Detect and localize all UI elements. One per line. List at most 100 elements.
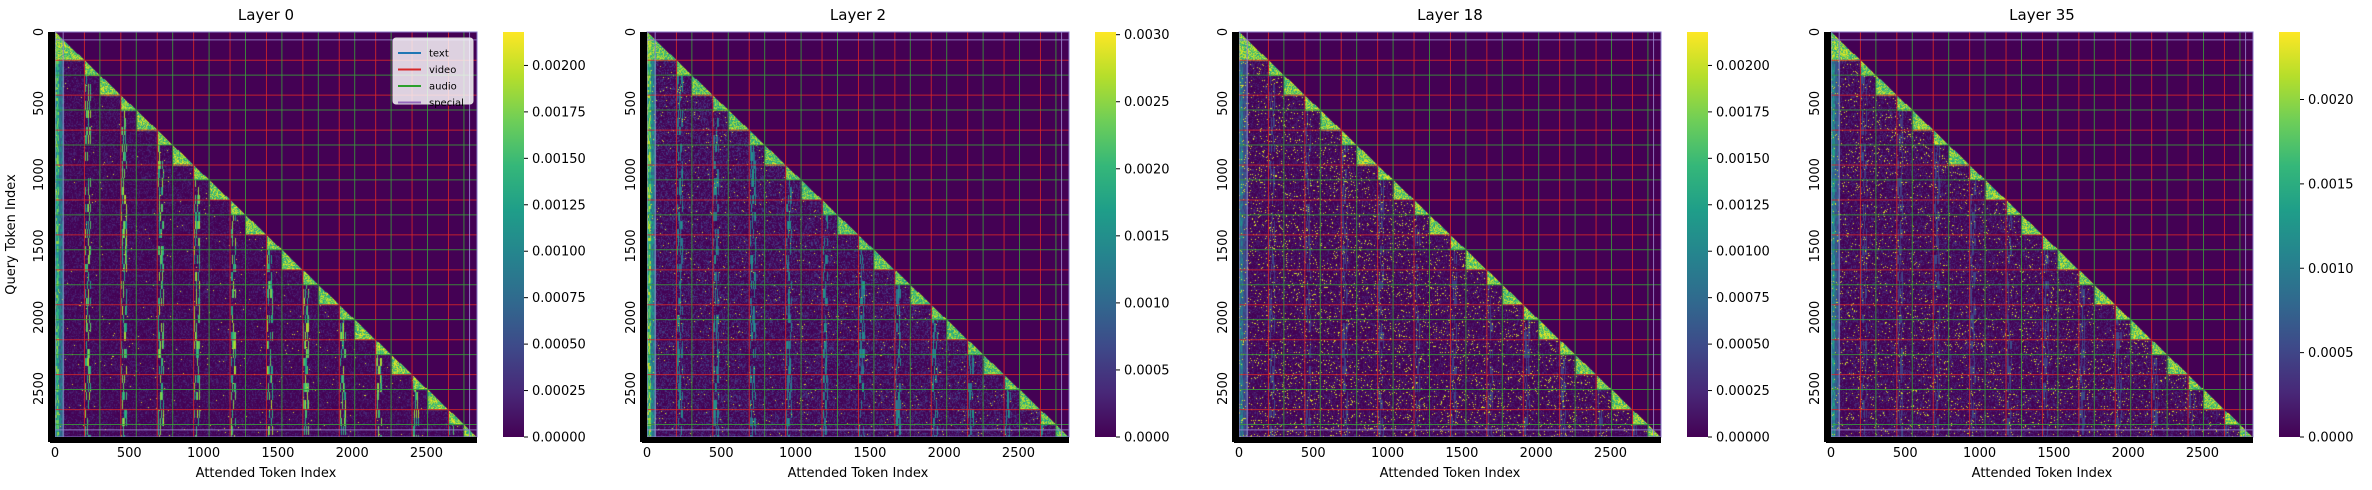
x-tick-label: 0 xyxy=(643,446,651,461)
legend-label: text xyxy=(429,49,449,60)
y-tick-label: 0 xyxy=(624,28,639,36)
colorbar-tick-label: 0.00100 xyxy=(532,245,586,260)
colorbar xyxy=(503,32,524,437)
x-tick-label: 1500 xyxy=(2037,446,2070,461)
y-tick-label: 2500 xyxy=(32,372,47,405)
colorbar-tick-label: 0.0000 xyxy=(1124,431,1170,446)
colorbar-tick-label: 0.00200 xyxy=(1716,59,1770,74)
y-axis-tick-strip xyxy=(640,32,647,442)
x-tick-label: 500 xyxy=(1301,446,1326,461)
y-tick-label: 500 xyxy=(1808,91,1823,116)
y-tick-label: 0 xyxy=(1808,28,1823,36)
x-tick-label: 1000 xyxy=(1371,446,1404,461)
x-tick-label: 2000 xyxy=(1520,446,1553,461)
x-axis-label: Attended Token Index xyxy=(1380,466,1521,481)
y-tick-label: 1000 xyxy=(624,158,639,191)
x-tick-label: 1000 xyxy=(1963,446,1996,461)
colorbar-tick-label: 0.0015 xyxy=(1124,229,1170,244)
x-tick-label: 2500 xyxy=(1594,446,1627,461)
x-tick-label: 2000 xyxy=(928,446,961,461)
y-tick-label: 1500 xyxy=(1808,229,1823,262)
legend-label: video xyxy=(429,65,456,76)
y-tick-label: 1000 xyxy=(1808,158,1823,191)
y-tick-label: 1500 xyxy=(1216,229,1231,262)
x-tick-label: 1000 xyxy=(779,446,812,461)
colorbar-tick-label: 0.00050 xyxy=(532,338,586,353)
y-axis-label: Query Token Index xyxy=(4,174,19,295)
y-tick-label: 2500 xyxy=(1216,372,1231,405)
x-tick-label: 1000 xyxy=(187,446,220,461)
colorbar-tick-label: 0.00075 xyxy=(532,291,586,306)
x-axis-label: Attended Token Index xyxy=(1972,466,2113,481)
x-axis-tick-strip xyxy=(1234,437,1661,443)
y-axis-tick-strip xyxy=(1824,32,1831,442)
panel-0: Layer 0 0 500 1000 1500 2000 2500 0 500 1000 1500 2… xyxy=(4,6,586,481)
y-tick-label: 2500 xyxy=(624,372,639,405)
x-tick-label: 1500 xyxy=(1445,446,1478,461)
colorbar xyxy=(2279,32,2300,437)
y-tick-label: 2000 xyxy=(32,301,47,334)
colorbar-tick-label: 0.00200 xyxy=(532,59,586,74)
x-tick-label: 0 xyxy=(1235,446,1243,461)
colorbar-tick-label: 0.00025 xyxy=(532,384,586,399)
legend: text video audio special xyxy=(392,37,474,109)
colorbar-tick-label: 0.00125 xyxy=(1716,198,1770,213)
y-tick-label: 1000 xyxy=(1216,158,1231,191)
colorbar-tick-label: 0.0010 xyxy=(2308,262,2354,277)
panel-title: Layer 2 xyxy=(830,6,886,24)
colorbar-tick-label: 0.00125 xyxy=(532,198,586,213)
y-tick-label: 2000 xyxy=(1808,301,1823,334)
colorbar-tick-label: 0.0030 xyxy=(1124,28,1170,43)
x-tick-label: 500 xyxy=(1893,446,1918,461)
x-tick-label: 2000 xyxy=(2112,446,2145,461)
y-tick-label: 2000 xyxy=(1216,301,1231,334)
colorbar-tick-label: 0.00050 xyxy=(1716,338,1770,353)
x-tick-label: 500 xyxy=(117,446,142,461)
colorbar-tick-label: 0.00150 xyxy=(532,152,586,167)
colorbar-tick-label: 0.00075 xyxy=(1716,291,1770,306)
x-axis-label: Attended Token Index xyxy=(788,466,929,481)
x-tick-label: 500 xyxy=(709,446,734,461)
colorbar-tick-label: 0.00175 xyxy=(532,105,586,120)
colorbar-tick-label: 0.0020 xyxy=(2308,93,2354,108)
y-tick-label: 1500 xyxy=(624,229,639,262)
x-axis-tick-strip xyxy=(50,437,477,443)
colorbar xyxy=(1687,32,1708,437)
colorbar-tick-label: 0.0005 xyxy=(2308,346,2354,361)
colorbar-tick-label: 0.00175 xyxy=(1716,105,1770,120)
y-axis-tick-strip xyxy=(1232,32,1239,442)
colorbar-tick-label: 0.0005 xyxy=(1124,363,1170,378)
panel-2: Layer 18 0 500 1000 1500 2000 2500 0 500 1000 1500… xyxy=(1216,6,1770,481)
y-axis-tick-strip xyxy=(48,32,55,442)
colorbar xyxy=(1095,32,1116,437)
x-tick-label: 1500 xyxy=(853,446,886,461)
legend-label: special xyxy=(429,98,464,109)
colorbar-tick-label: 0.00150 xyxy=(1716,152,1770,167)
colorbar-tick-label: 0.00000 xyxy=(1716,431,1770,446)
x-tick-label: 1500 xyxy=(261,446,294,461)
colorbar-tick-label: 0.00000 xyxy=(532,431,586,446)
colorbar-tick-label: 0.0000 xyxy=(2308,431,2354,446)
y-tick-label: 0 xyxy=(32,28,47,36)
colorbar-tick-label: 0.0020 xyxy=(1124,162,1170,177)
colorbar-tick-label: 0.00100 xyxy=(1716,245,1770,260)
y-tick-label: 1000 xyxy=(32,158,47,191)
panel-1: Layer 2 0 500 1000 1500 2000 2500 0 500 1000 1500 2… xyxy=(624,6,1170,481)
legend-box xyxy=(392,37,474,105)
y-tick-label: 1500 xyxy=(32,229,47,262)
panel-title: Layer 18 xyxy=(1417,6,1483,24)
legend-label: audio xyxy=(429,82,457,93)
y-tick-label: 2000 xyxy=(624,301,639,334)
panel-title: Layer 0 xyxy=(238,6,294,24)
x-axis-label: Attended Token Index xyxy=(196,466,337,481)
x-axis-tick-strip xyxy=(1826,437,2253,443)
colorbar-tick-label: 0.00025 xyxy=(1716,384,1770,399)
x-tick-label: 2500 xyxy=(1002,446,1035,461)
x-tick-label: 2000 xyxy=(336,446,369,461)
y-tick-label: 500 xyxy=(624,91,639,116)
y-tick-label: 500 xyxy=(1216,91,1231,116)
colorbar-tick-label: 0.0025 xyxy=(1124,95,1170,110)
y-tick-label: 0 xyxy=(1216,28,1231,36)
panel-3: Layer 35 0 500 1000 1500 2000 2500 0 500 1000 1500… xyxy=(1808,6,2354,481)
